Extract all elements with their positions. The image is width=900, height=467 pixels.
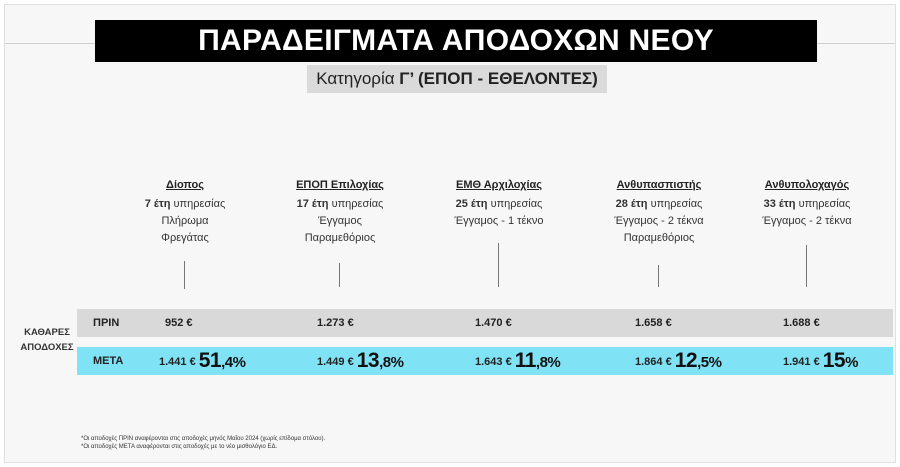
after-value: 1.941 € (783, 356, 820, 368)
years-label: υπηρεσίας (487, 198, 543, 210)
rank-column-5: Ανθυπολοχαγός 33 έτη υπηρεσίας Έγγαμος -… (732, 177, 882, 287)
percent-decimal: % (845, 354, 858, 371)
percent-decimal: ,5% (697, 354, 722, 371)
connector-line (339, 263, 340, 287)
rank-column-3: ΕΜΘ Αρχιλοχίας 25 έτη υπηρεσίας Έγγαμος … (424, 177, 574, 287)
years-label: υπηρεσίας (170, 198, 226, 210)
increase-percent: 15% (822, 349, 859, 372)
increase-percent: 51,4% (199, 349, 246, 372)
after-value: 1.449 € (317, 356, 354, 368)
rank-name: Ανθυπολοχαγός (764, 179, 850, 191)
detail-line-2: Φρεγάτας (161, 232, 209, 244)
before-row-label: ΠΡΙΝ (93, 317, 120, 329)
net-pay-label: ΚΑΘΑΡΕΣ ΑΠΟΔΟΧΕΣ (20, 327, 74, 353)
years-value: 33 έτη (763, 198, 796, 210)
subtitle-category: Γ’ (ΕΠΟΠ - ΕΘΕΛΟΝΤΕΣ) (399, 69, 598, 88)
rank-name: ΕΜΘ Αρχιλοχίας (455, 179, 543, 191)
percent-decimal: ,8% (379, 354, 404, 371)
increase-percent: 13,8% (357, 349, 404, 372)
percent-integer: 51 (198, 349, 222, 372)
detail-line-2: Παραμεθόριος (623, 232, 695, 244)
years-value: 7 έτη (144, 198, 171, 210)
before-value: 1.658 € (635, 317, 672, 329)
rank-column-2: ΕΠΟΠ Επιλοχίας 17 έτη υπηρεσίας Έγγαμος … (265, 177, 415, 287)
before-value: 1.273 € (317, 317, 354, 329)
detail-line-1: Έγγαμος - 1 τέκνο (454, 215, 544, 227)
page-title: ΠΑΡΑΔΕΙΓΜΑΤΑ ΑΠΟΔΟΧΩΝ ΝΕΟΥ ΜΙΣΘΟΛΟΓΙΟΥ (95, 20, 817, 99)
before-value: 1.470 € (475, 317, 512, 329)
service-years: 28 έτη υπηρεσίας (584, 196, 734, 213)
percent-decimal: ,4% (221, 354, 246, 371)
percent-integer: 11 (514, 349, 537, 372)
connector-line (498, 243, 499, 287)
before-value: 1.688 € (783, 317, 820, 329)
rank-column-4: Ανθυπασπιστής 28 έτη υπηρεσίας Έγγαμος -… (584, 177, 734, 287)
rank-name: Δίοπος (166, 179, 204, 191)
years-label: υπηρεσίας (795, 198, 851, 210)
service-years: 7 έτη υπηρεσίας (110, 196, 260, 213)
percent-integer: 13 (356, 349, 380, 372)
detail-line-1: Έγγαμος (318, 215, 362, 227)
after-value-cell: 1.941 €15% (783, 347, 858, 375)
percent-integer: 15 (822, 349, 846, 372)
after-value: 1.441 € (159, 356, 196, 368)
connector-line (806, 245, 807, 287)
service-years: 17 έτη υπηρεσίας (265, 196, 415, 213)
increase-percent: 12,5% (675, 349, 722, 372)
years-value: 25 έτη (455, 198, 488, 210)
after-value-cell: 1.864 €12,5% (635, 347, 722, 375)
before-value: 952 € (165, 317, 193, 329)
after-value-cell: 1.643 €11,8% (475, 347, 561, 375)
years-label: υπηρεσίας (647, 198, 703, 210)
percent-integer: 12 (674, 349, 698, 372)
detail-line-1: Έγγαμος - 2 τέκνα (614, 215, 704, 227)
category-subtitle: Κατηγορία Γ’ (ΕΠΟΠ - ΕΘΕΛΟΝΤΕΣ) (307, 65, 607, 93)
rank-name: Ανθυπασπιστής (616, 179, 702, 191)
footnotes: *Οι αποδοχές ΠΡΙΝ αναφέρονται στις αποδο… (81, 435, 325, 451)
service-years: 25 έτη υπηρεσίας (424, 196, 574, 213)
before-row: ΠΡΙΝ 952 € 1.273 € 1.470 € 1.658 € 1.688… (77, 309, 893, 337)
increase-percent: 11,8% (515, 349, 561, 372)
service-years: 33 έτη υπηρεσίας (732, 196, 882, 213)
rank-column-1: Δίοπος 7 έτη υπηρεσίας Πλήρωμα Φρεγάτας (110, 177, 260, 289)
years-value: 17 έτη (296, 198, 329, 210)
after-row: ΜΕΤΑ 1.441 €51,4% 1.449 €13,8% 1.643 €11… (77, 347, 893, 375)
after-value-cell: 1.441 €51,4% (159, 347, 246, 375)
footnote-after: *Οι αποδοχές ΜΕΤΑ αναφέρονται στις αποδο… (81, 444, 278, 450)
subtitle-prefix: Κατηγορία (316, 69, 400, 88)
after-value: 1.643 € (475, 356, 512, 368)
after-value: 1.864 € (635, 356, 672, 368)
slide: ΠΑΡΑΔΕΙΓΜΑΤΑ ΑΠΟΔΟΧΩΝ ΝΕΟΥ ΜΙΣΘΟΛΟΓΙΟΥ Κ… (4, 4, 896, 463)
after-value-cell: 1.449 €13,8% (317, 347, 404, 375)
detail-line-2: Παραμεθόριος (304, 232, 376, 244)
years-value: 28 έτη (615, 198, 648, 210)
detail-line-1: Έγγαμος - 2 τέκνα (762, 215, 852, 227)
percent-decimal: ,8% (535, 354, 561, 371)
after-row-label: ΜΕΤΑ (93, 355, 124, 367)
rank-name: ΕΠΟΠ Επιλοχίας (296, 179, 384, 191)
connector-line (184, 261, 185, 289)
years-label: υπηρεσίας (328, 198, 384, 210)
detail-line-1: Πλήρωμα (161, 215, 209, 227)
connector-line (658, 265, 659, 287)
footnote-before: *Οι αποδοχές ΠΡΙΝ αναφέρονται στις αποδο… (81, 436, 326, 442)
